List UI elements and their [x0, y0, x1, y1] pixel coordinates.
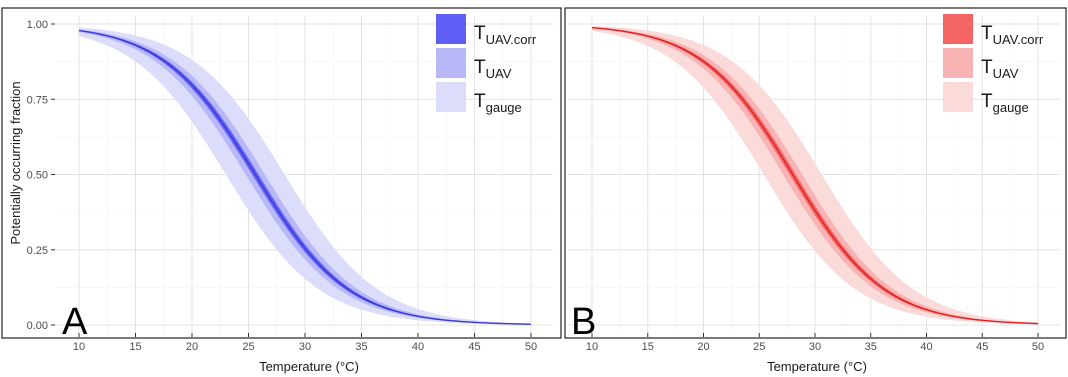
x-tick-label: 35 — [355, 341, 367, 353]
x-tick-label: 30 — [809, 341, 821, 353]
legend-entry: TUAV.corr — [981, 23, 1044, 47]
y-tick-label: 1.00 — [27, 19, 48, 31]
x-tick-label: 50 — [1032, 341, 1044, 353]
x-tick-label: 20 — [697, 341, 709, 353]
x-tick-label: 40 — [920, 341, 932, 353]
legend-swatch — [436, 82, 466, 112]
x-tick-label: 40 — [412, 341, 424, 353]
median-line — [78, 29, 532, 325]
legend-swatch — [943, 14, 973, 44]
x-tick-label: 25 — [242, 341, 254, 353]
legend-swatch — [943, 82, 973, 112]
panel-border — [564, 7, 1067, 339]
x-axis-title-b: Temperature (°C) — [767, 359, 867, 374]
x-tick-label: 10 — [73, 341, 85, 353]
y-axis-title: Potentially occurring fraction — [8, 81, 23, 244]
legend-entry: TUAV — [474, 57, 512, 81]
legend-entry: TUAV — [981, 57, 1019, 81]
y-tick-label: 0.25 — [27, 245, 48, 257]
x-tick-label: 45 — [976, 341, 988, 353]
median-line — [591, 26, 1039, 325]
legend-entry: TUAV.corr — [474, 23, 537, 47]
x-tick-label: 45 — [468, 341, 480, 353]
y-tick-label: 0.50 — [27, 170, 48, 182]
panel-label: A — [62, 301, 88, 343]
legend-entry: Tgauge — [981, 91, 1029, 115]
x-axis-title-a: Temperature (°C) — [259, 359, 359, 374]
y-tick-label: 0.75 — [27, 94, 48, 106]
legend-swatch — [943, 48, 973, 78]
x-tick-label: 15 — [642, 341, 654, 353]
panel-b: 10 15 20 25 30 35 40 45 50 TUAV.corr TUAV Tgauge B — [564, 7, 1067, 353]
x-tick-label: 30 — [299, 341, 311, 353]
x-tick-label: 10 — [586, 341, 598, 353]
legend-swatch — [436, 14, 466, 44]
band-gauge — [79, 27, 531, 325]
panel-label: B — [571, 301, 596, 343]
legend-swatch — [436, 48, 466, 78]
x-tick-label: 20 — [186, 341, 198, 353]
band-gauge — [592, 25, 1038, 325]
x-tick-label: 50 — [525, 341, 537, 353]
x-tick-label: 35 — [865, 341, 877, 353]
x-tick-label: 25 — [753, 341, 765, 353]
panel-a: 10 15 20 25 30 35 40 45 50 0.00 0.25 0.50 0.75 1.00 TU… — [1, 7, 562, 353]
panel-border — [1, 7, 562, 339]
legend-entry: Tgauge — [474, 91, 522, 115]
x-tick-label: 15 — [129, 341, 141, 353]
y-tick-label: 0.00 — [27, 320, 48, 332]
